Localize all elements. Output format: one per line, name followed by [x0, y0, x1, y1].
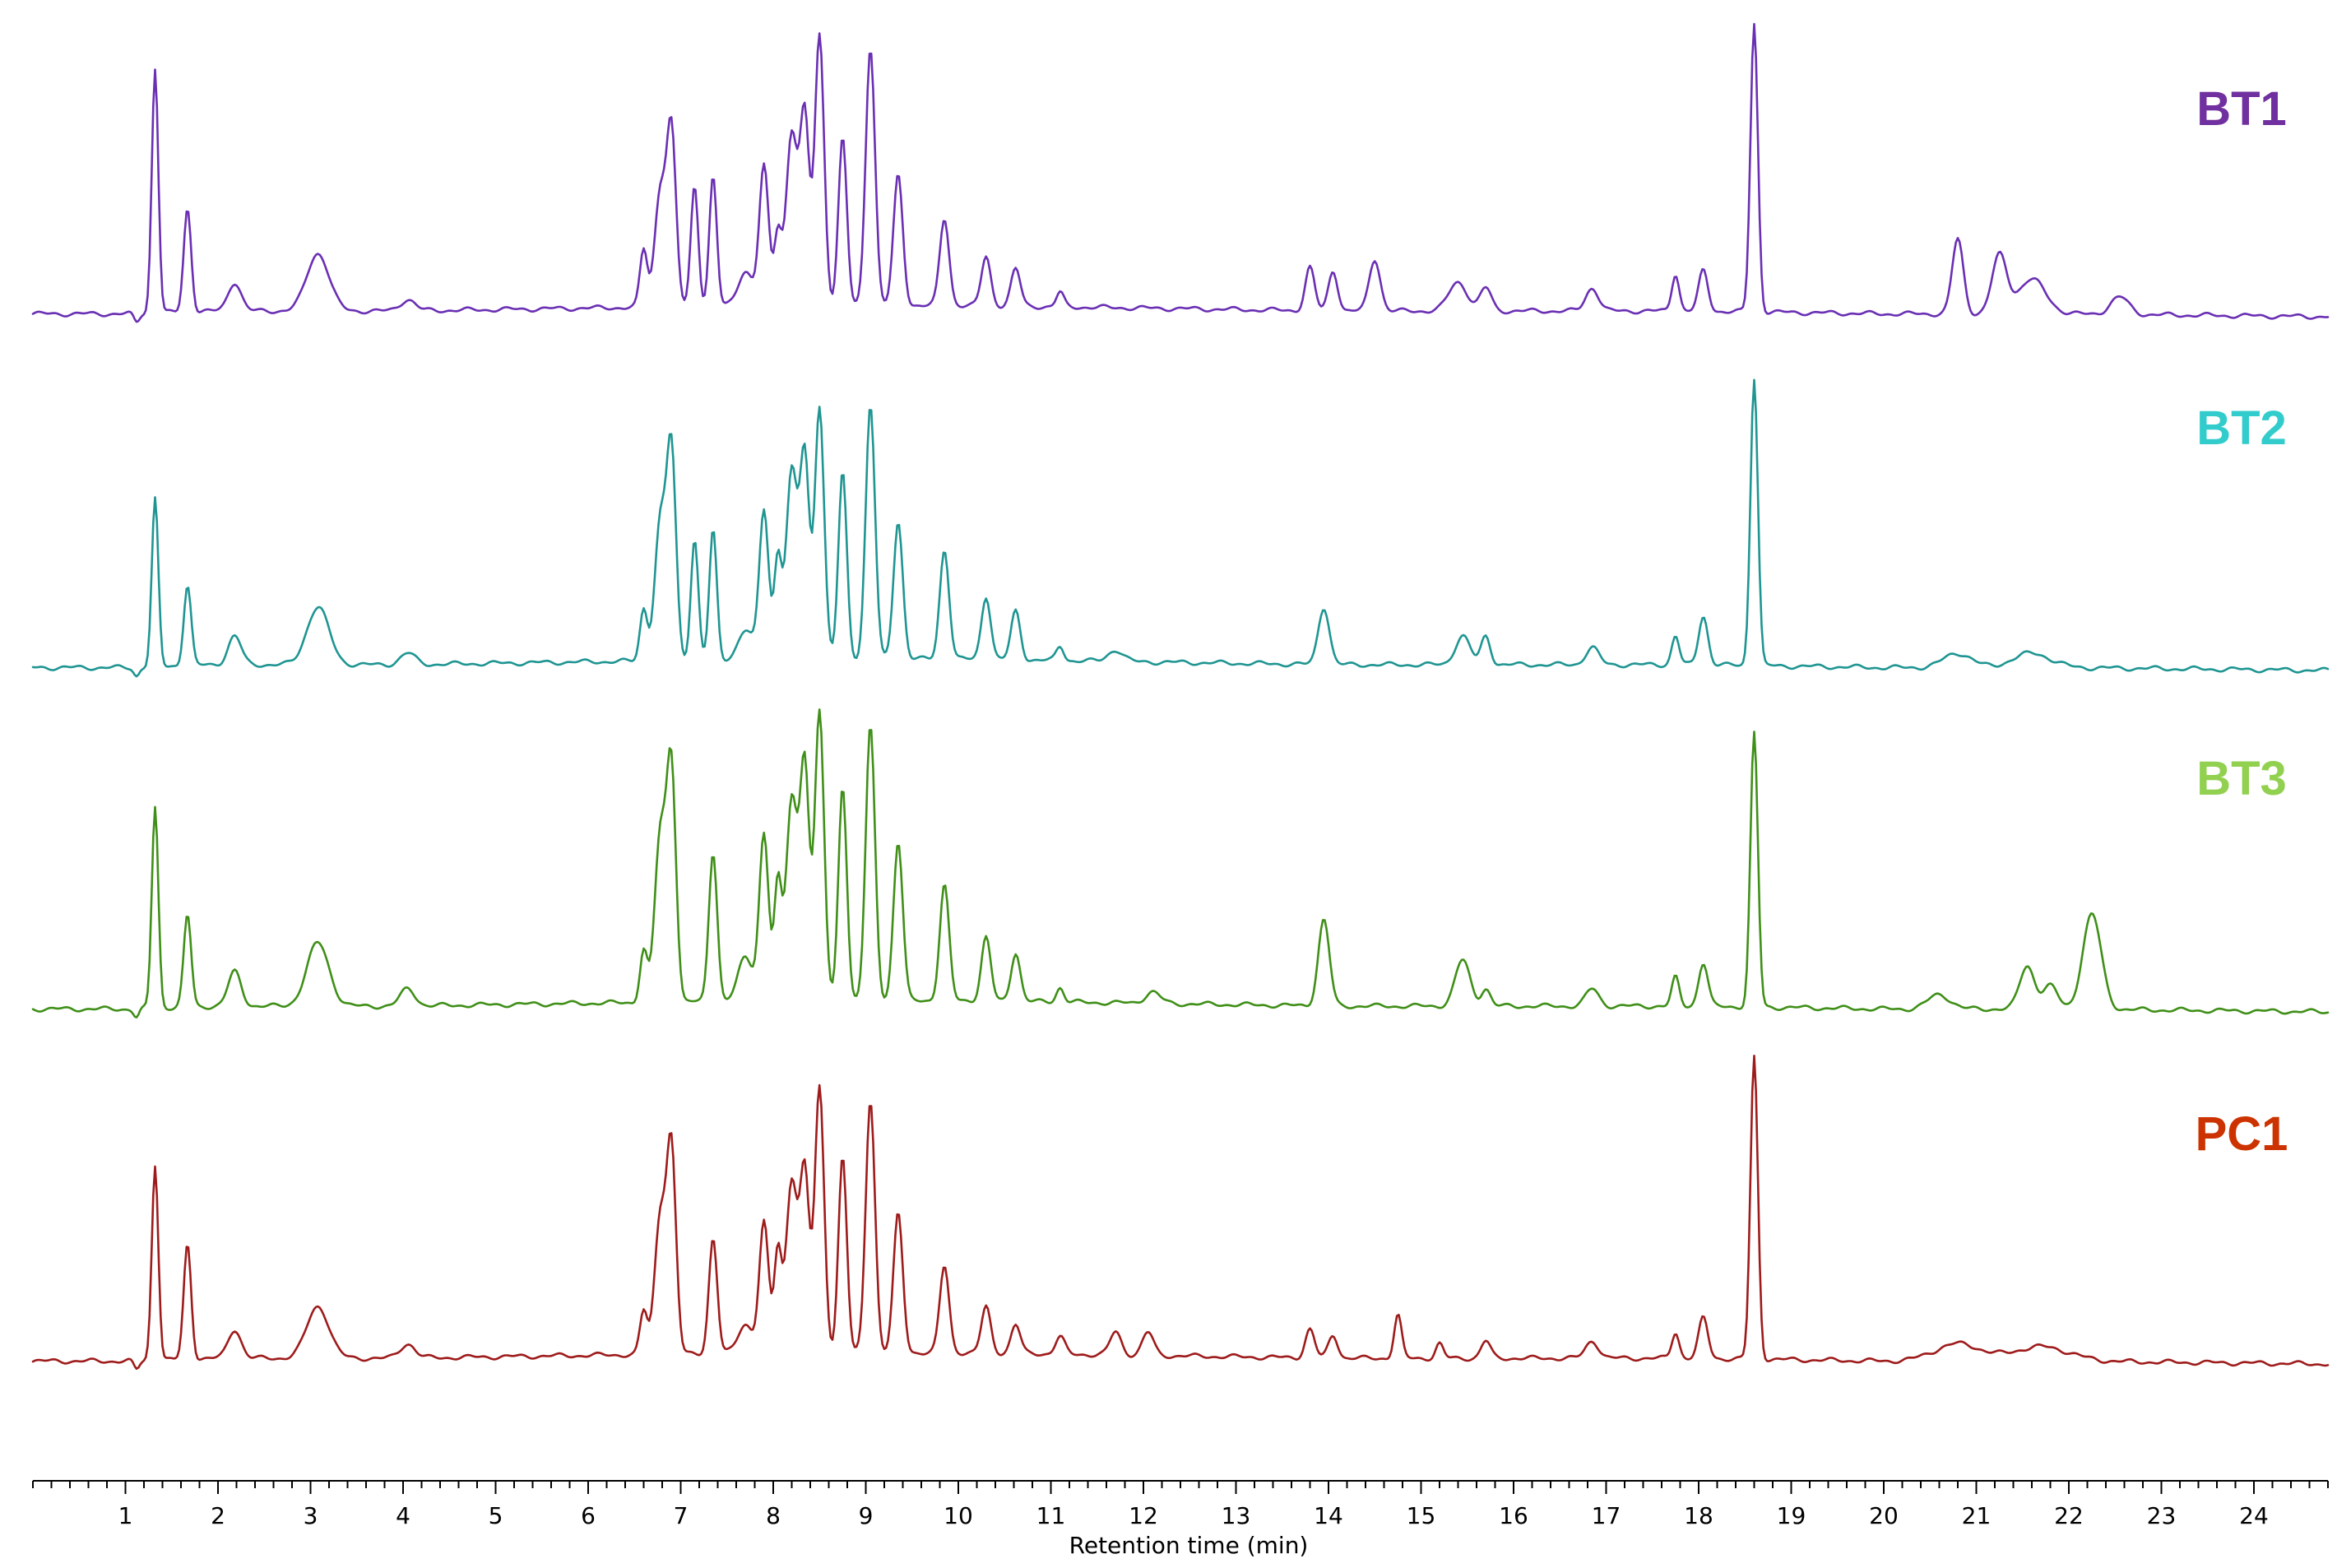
series-label-bt1: BT1	[2196, 82, 2287, 136]
x-tick-label: 12	[1129, 1502, 1158, 1529]
x-tick-label: 2	[211, 1502, 225, 1529]
x-axis: 1 2 3 4 5 6 7 8 9 10 11 12 13 14 15 16 17 18 19 20 21 22 23 24 …	[32, 1480, 2329, 1559]
x-axis-title: Retention time (min)	[1069, 1532, 1309, 1559]
series-label-pc1: PC1	[2196, 1107, 2288, 1161]
trace-pc1	[31, 1055, 2330, 1371]
x-tick-label: 1	[118, 1502, 133, 1529]
x-tick-label: 13	[1222, 1502, 1251, 1529]
x-tick-label: 3	[304, 1502, 318, 1529]
x-tick-label: 21	[1962, 1502, 1992, 1529]
trace-bt1	[31, 22, 2330, 323]
x-tick-label: 6	[581, 1502, 596, 1529]
x-tick-label: 14	[1314, 1502, 1343, 1529]
x-tick-label: 16	[1499, 1502, 1528, 1529]
x-tick-label: 24	[2239, 1502, 2269, 1529]
series-label-bt3: BT3	[2196, 752, 2287, 805]
x-axis-major-ticks	[124, 1481, 2255, 1494]
x-tick-label: 8	[766, 1502, 781, 1529]
x-tick-label: 9	[859, 1502, 874, 1529]
x-tick-label: 22	[2054, 1502, 2084, 1529]
series-label-bt2: BT2	[2196, 401, 2287, 455]
x-tick-label: 4	[396, 1502, 410, 1529]
x-tick-label: 19	[1777, 1502, 1806, 1529]
trace-bt2	[31, 378, 2330, 678]
x-tick-label: 17	[1592, 1502, 1621, 1529]
x-tick-label: 18	[1684, 1502, 1713, 1529]
x-tick-label: 5	[489, 1502, 503, 1529]
x-tick-label: 15	[1407, 1502, 1436, 1529]
x-axis-tick-labels: 1 2 3 4 5 6 7 8 9 10 11 12 13 14 15 16 17 18 19 20 21 22 23 24	[118, 1502, 2269, 1529]
x-axis-minor-ticks	[32, 1481, 2329, 1488]
x-tick-label: 7	[674, 1502, 689, 1529]
x-tick-label: 20	[1869, 1502, 1899, 1529]
x-tick-label: 23	[2147, 1502, 2177, 1529]
x-tick-label: 11	[1036, 1502, 1066, 1529]
x-tick-label: 10	[944, 1502, 973, 1529]
trace-group	[31, 22, 2330, 1371]
trace-bt3	[31, 708, 2330, 1018]
series-label-group: BT1 BT2 BT3 PC1	[2196, 82, 2288, 1161]
